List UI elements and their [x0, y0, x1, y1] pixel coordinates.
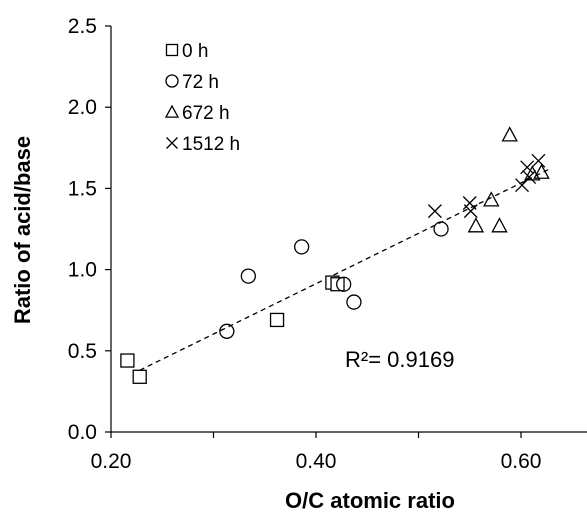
- data-point-triangle: [467, 217, 485, 233]
- data-point-square: [132, 369, 147, 384]
- data-point-triangle: [501, 126, 518, 142]
- legend-marker-square: [165, 43, 179, 57]
- data-point-circle: [346, 294, 362, 310]
- data-point-circle: [240, 268, 257, 284]
- data-point-cross: [427, 204, 442, 219]
- data-point-circle: [293, 239, 310, 255]
- y-tick-label: 2.0: [68, 96, 97, 119]
- data-point-triangle: [483, 191, 500, 207]
- data-point-cross: [515, 178, 529, 193]
- y-tick-label: 2.5: [68, 15, 97, 38]
- data-point-cross: [463, 204, 478, 219]
- data-points: [120, 126, 550, 384]
- y-tick-label: 1.5: [68, 177, 97, 200]
- y-tick-label: 0.5: [68, 340, 97, 363]
- legend-label: 0 h: [182, 41, 208, 62]
- x-tick-label: 0.20: [91, 450, 132, 473]
- axes: [105, 25, 587, 438]
- legend-label: 672 h: [182, 103, 230, 124]
- data-point-cross: [531, 153, 546, 168]
- data-point-square: [330, 277, 345, 292]
- x-axis-title: O/C atomic ratio: [285, 488, 455, 513]
- legend-marker-circle: [165, 74, 179, 88]
- x-tick-label: 0.60: [501, 450, 542, 473]
- data-point-circle: [336, 276, 352, 292]
- legend-label: 1512 h: [182, 134, 240, 155]
- legend-marker-triangle: [164, 104, 180, 118]
- y-tick-label: 0.0: [68, 421, 97, 444]
- r-squared-annotation: R²= 0.9169: [345, 347, 454, 372]
- legend-label: 72 h: [182, 72, 219, 93]
- legend: 0 h 72 h 672 h 1512 h: [164, 41, 240, 155]
- data-point-cross: [520, 160, 535, 175]
- y-tick-label: 1.0: [68, 259, 97, 282]
- data-point-triangle: [533, 163, 550, 179]
- data-point-circle: [219, 323, 235, 339]
- data-point-square: [120, 353, 135, 368]
- data-point-circle: [433, 221, 449, 237]
- trendline: [139, 168, 550, 371]
- y-axis-title: Ratio of acid/base: [10, 136, 35, 324]
- legend-marker-cross: [166, 137, 178, 149]
- data-point-cross: [522, 170, 537, 184]
- trendline-path: [139, 168, 550, 371]
- data-point-square: [269, 312, 285, 328]
- x-tick-label: 0.40: [296, 450, 337, 473]
- data-point-triangle: [491, 217, 508, 233]
- tick-labels: 0.0 0.5 1.0 1.5 2.0 2.5 0.20 0.40 0.60: [68, 15, 542, 473]
